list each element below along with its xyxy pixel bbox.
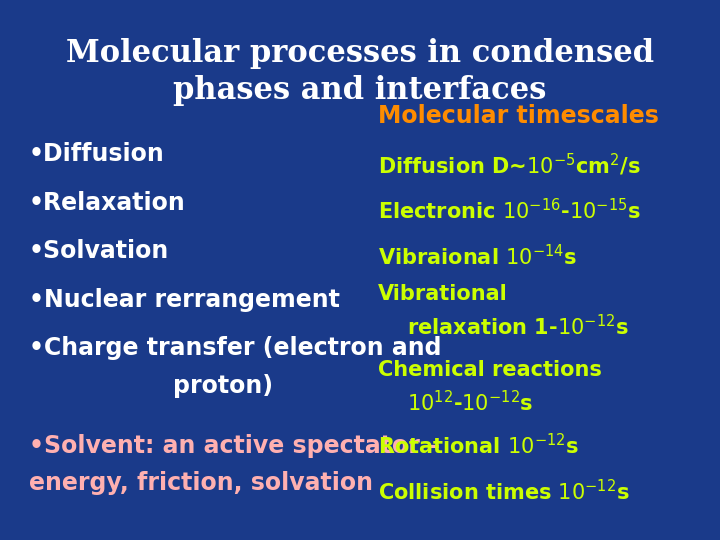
Text: Vibraional $10^{-14}$s: Vibraional $10^{-14}$s bbox=[378, 244, 577, 269]
Text: proton): proton) bbox=[173, 374, 273, 398]
Text: •Solvent: an active spectator –: •Solvent: an active spectator – bbox=[29, 434, 440, 457]
Text: •Solvation: •Solvation bbox=[29, 239, 169, 263]
Text: •Relaxation: •Relaxation bbox=[29, 191, 186, 214]
Text: Collision times $10^{-12}$s: Collision times $10^{-12}$s bbox=[378, 479, 629, 504]
Text: Diffusion D~$10^{-5}$cm$^{2}$/s: Diffusion D~$10^{-5}$cm$^{2}$/s bbox=[378, 152, 641, 178]
Text: Electronic $10^{-16}$-$10^{-15}$s: Electronic $10^{-16}$-$10^{-15}$s bbox=[378, 198, 641, 223]
Text: $10^{12}$-$10^{-12}$s: $10^{12}$-$10^{-12}$s bbox=[378, 390, 534, 415]
Text: Chemical reactions: Chemical reactions bbox=[378, 360, 602, 380]
Text: energy, friction, solvation: energy, friction, solvation bbox=[29, 471, 373, 495]
Text: relaxation 1-$10^{-12}$s: relaxation 1-$10^{-12}$s bbox=[378, 314, 629, 339]
Text: Rotational $10^{-12}$s: Rotational $10^{-12}$s bbox=[378, 433, 579, 458]
Text: Molecular timescales: Molecular timescales bbox=[378, 104, 659, 128]
Text: •Diffusion: •Diffusion bbox=[29, 142, 165, 166]
Text: •Charge transfer (electron and: •Charge transfer (electron and bbox=[29, 336, 441, 360]
Text: •Nuclear rerrangement: •Nuclear rerrangement bbox=[29, 288, 340, 312]
Text: Molecular processes in condensed
phases and interfaces: Molecular processes in condensed phases … bbox=[66, 38, 654, 106]
Text: Vibrational: Vibrational bbox=[378, 284, 508, 305]
